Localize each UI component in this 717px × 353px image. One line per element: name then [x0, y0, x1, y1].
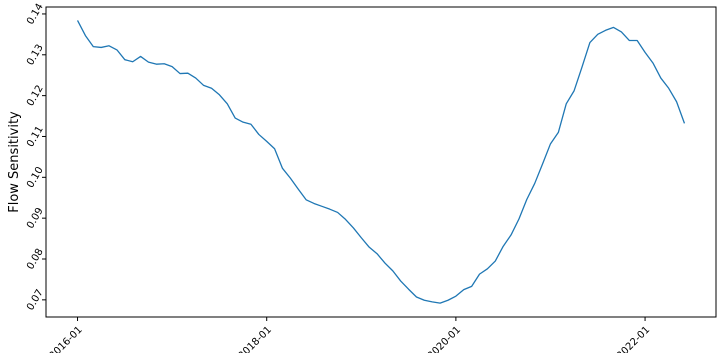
x-tick-label: 2018-01 [237, 324, 274, 353]
series-line [76, 20, 686, 304]
y-axis-ticks: 0.070.080.090.100.110.120.130.14 [25, 2, 46, 312]
x-tick-label: 2022-01 [615, 324, 652, 353]
x-tick-label: 2016-01 [47, 324, 84, 353]
x-axis-ticks: 2016-01 2018-01 2020-01 2022-01 [47, 317, 652, 353]
plot-area-frame [45, 6, 717, 318]
y-axis-title: Flow Sensitivity [7, 111, 22, 213]
x-tick-label: 2020-01 [426, 324, 463, 353]
